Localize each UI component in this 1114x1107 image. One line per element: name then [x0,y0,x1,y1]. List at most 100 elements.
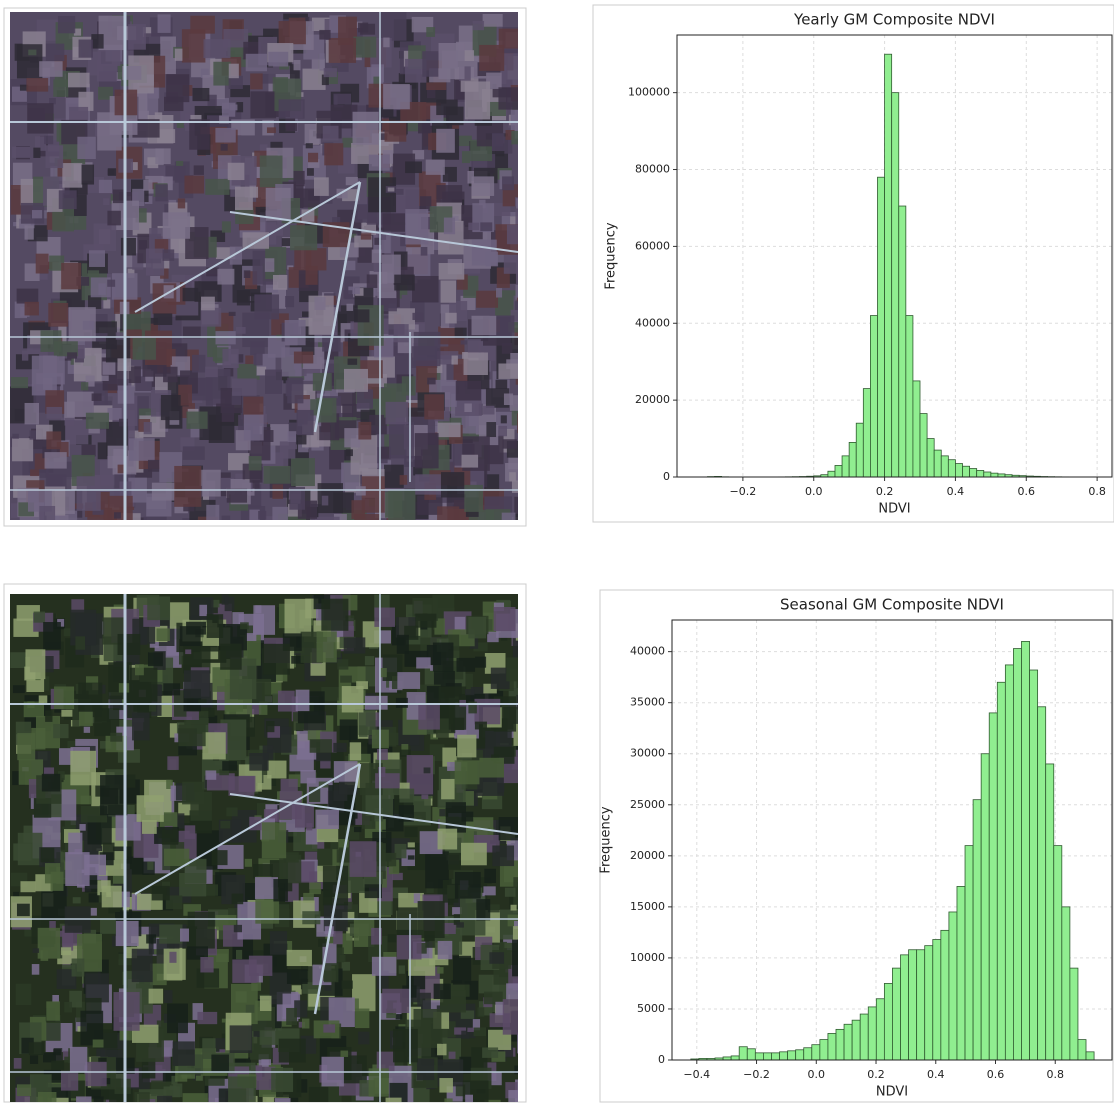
image-patch [12,147,30,158]
image-patch [416,657,430,668]
image-patch [467,1028,473,1032]
histogram-bar [909,950,917,1060]
y-tick-label: 80000 [635,163,670,176]
image-patch [232,378,257,395]
image-patch [486,422,496,437]
image-patch [257,367,266,375]
image-patch [285,296,294,307]
image-patch [441,280,457,302]
satellite-image [10,12,543,553]
histogram-bar [763,1053,771,1060]
image-patch [356,681,368,689]
image-patch [26,78,48,92]
image-patch [293,171,304,186]
image-patch [290,225,317,250]
image-patch [164,97,183,111]
image-patch [516,695,532,710]
image-patch [351,143,372,164]
image-patch [308,153,318,162]
y-tick-label: 35000 [630,696,665,709]
image-patch [129,438,155,460]
image-patch [365,696,388,710]
image-patch [437,506,459,521]
image-patch [174,466,201,507]
image-patch [33,948,39,953]
histogram-bar [949,912,957,1060]
image-patch [253,864,273,878]
image-patch [367,274,378,287]
image-patch [412,276,439,302]
image-patch [377,749,388,760]
image-patch [354,827,361,832]
image-patch [154,313,173,325]
image-patch [517,882,542,915]
image-patch [162,829,178,844]
image-patch [498,87,522,109]
image-patch [175,49,183,61]
image-patch [448,853,461,870]
image-patch [161,395,181,420]
image-patch [147,862,153,870]
image-patch [426,27,435,37]
image-patch [273,879,287,901]
chart-title: Yearly GM Composite NDVI [793,11,995,29]
image-patch [413,1087,429,1103]
y-tick-label: 25000 [630,798,665,811]
histogram-bar [1046,764,1054,1060]
image-patch [103,198,109,205]
image-patch [178,725,205,746]
image-patch [185,825,196,839]
image-patch [190,16,215,34]
image-patch [205,770,216,779]
image-patch [221,144,228,151]
image-patch [28,50,36,56]
image-patch [196,1076,203,1081]
image-patch [227,489,247,503]
image-patch [200,957,213,972]
image-patch [245,859,252,867]
image-patch [486,252,498,267]
image-patch [133,338,156,360]
image-patch [155,148,170,164]
image-patch [408,855,415,859]
image-patch [185,649,191,654]
histogram-bar [877,177,884,477]
image-patch [340,719,358,740]
image-patch [17,1084,31,1096]
image-patch [507,225,527,245]
image-patch [121,238,136,256]
x-axis-label: NDVI [878,502,910,517]
image-patch [383,84,410,109]
image-patch [379,447,390,459]
image-patch [249,456,262,470]
image-patch [382,989,410,1013]
image-patch [163,249,175,260]
image-patch [186,711,198,720]
image-patch [100,775,127,815]
image-patch [505,888,516,897]
image-patch [249,753,268,771]
image-patch [288,431,297,442]
image-patch [468,223,479,230]
image-patch [439,355,451,364]
image-patch [32,210,42,218]
image-patch [449,1052,456,1059]
image-patch [82,165,95,185]
image-patch [380,668,387,677]
image-patch [266,721,274,732]
image-patch [25,302,39,316]
image-patch [173,1041,195,1065]
image-patch [222,349,238,368]
image-patch [143,180,152,191]
image-patch [415,433,439,468]
image-patch [64,628,71,636]
image-patch [351,500,365,519]
histogram-bar [788,1051,796,1060]
image-patch [144,517,167,533]
image-patch [236,991,247,1002]
histogram-bar [747,1049,755,1060]
image-patch [222,221,231,232]
histogram-bar [844,1024,852,1060]
image-patch [355,1009,369,1029]
x-tick-label: −0.2 [743,1068,770,1081]
